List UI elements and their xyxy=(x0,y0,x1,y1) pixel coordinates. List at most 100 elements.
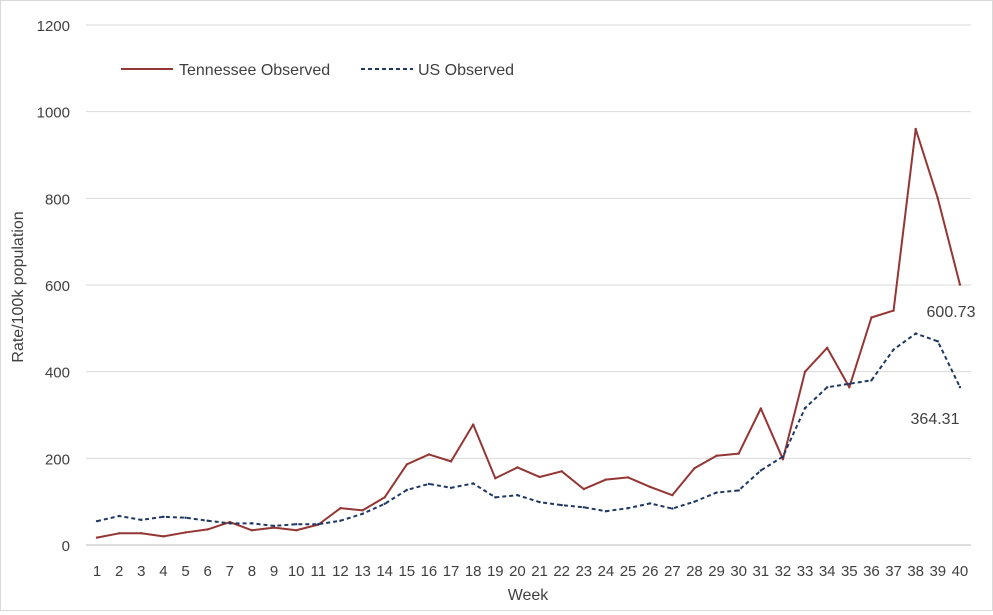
x-tick-label: 25 xyxy=(620,563,637,580)
legend: Tennessee Observed US Observed xyxy=(121,62,514,79)
data-point xyxy=(693,467,696,470)
data-point xyxy=(936,197,940,200)
data-point xyxy=(516,493,519,497)
x-tick-label: 33 xyxy=(797,563,814,580)
data-point xyxy=(471,423,475,426)
x-tick-label: 24 xyxy=(598,563,615,580)
data-point xyxy=(671,493,674,497)
y-tick-label: 200 xyxy=(45,451,70,468)
data-point xyxy=(870,316,873,319)
series-lines xyxy=(95,127,962,539)
data-point xyxy=(206,528,209,531)
data-point xyxy=(405,463,409,466)
x-tick-label: 40 xyxy=(952,563,969,580)
legend-label: Tennessee Observed xyxy=(179,62,330,79)
legend-item-us: US Observed xyxy=(361,62,514,79)
y-tick-label: 800 xyxy=(45,191,70,208)
x-tick-label: 26 xyxy=(642,563,659,580)
x-tick-label: 30 xyxy=(730,563,747,580)
data-point xyxy=(95,536,99,539)
x-tick-label: 37 xyxy=(885,563,902,580)
data-point xyxy=(781,458,785,461)
data-point xyxy=(162,535,165,538)
data-point xyxy=(582,487,586,491)
x-tick-label: 8 xyxy=(248,563,256,580)
data-point xyxy=(604,510,608,513)
x-tick-label: 16 xyxy=(421,563,438,580)
data-point xyxy=(117,514,121,518)
data-point xyxy=(848,382,851,385)
x-tick-label: 22 xyxy=(553,563,570,580)
y-tick-label: 1200 xyxy=(37,18,70,35)
data-point xyxy=(427,453,431,456)
data-point xyxy=(538,475,541,479)
data-point xyxy=(715,454,718,457)
data-point xyxy=(494,496,497,499)
data-point xyxy=(383,496,386,499)
legend-item-tennessee: Tennessee Observed xyxy=(121,62,330,79)
data-point xyxy=(206,519,209,522)
data-label-us-last: 364.31 xyxy=(911,411,960,428)
y-tick-label: 0 xyxy=(62,538,70,555)
y-tick-label: 1000 xyxy=(37,105,70,122)
gridlines xyxy=(86,24,971,546)
x-tick-label: 31 xyxy=(752,563,769,580)
data-point xyxy=(958,385,962,389)
data-point xyxy=(737,489,740,492)
data-point xyxy=(892,309,895,312)
x-tick-label: 11 xyxy=(311,563,327,580)
y-tick-label: 400 xyxy=(45,365,70,382)
data-point xyxy=(626,506,630,510)
data-point xyxy=(560,470,563,473)
data-point xyxy=(936,340,940,343)
x-tick-label: 35 xyxy=(841,563,858,580)
data-point xyxy=(117,532,121,535)
x-tick-label: 4 xyxy=(159,563,167,580)
series-line-tennessee xyxy=(96,128,961,539)
data-point xyxy=(449,486,453,489)
x-tick-label: 39 xyxy=(929,563,946,580)
x-tick-label: 3 xyxy=(137,563,145,580)
x-tick-label: 12 xyxy=(332,563,349,580)
x-tick-label: 1 xyxy=(93,563,101,580)
data-point xyxy=(626,476,630,479)
x-tick-label: 6 xyxy=(204,563,212,580)
series-line-us xyxy=(96,332,961,527)
data-point xyxy=(848,386,851,389)
data-point xyxy=(95,519,99,523)
data-point xyxy=(803,370,807,373)
data-point xyxy=(272,526,276,529)
data-label-tennessee-last: 600.73 xyxy=(927,304,976,321)
data-point xyxy=(648,485,652,489)
y-tick-label: 600 xyxy=(45,278,70,295)
data-point xyxy=(427,482,431,486)
data-point xyxy=(870,379,873,382)
data-point xyxy=(272,524,276,528)
x-tick-label: 7 xyxy=(226,563,234,580)
data-point xyxy=(958,283,962,286)
x-tick-label: 27 xyxy=(664,563,681,580)
x-tick-label: 23 xyxy=(575,563,592,580)
legend-label: US Observed xyxy=(418,62,514,79)
x-tick-label: 5 xyxy=(181,563,189,580)
x-tick-label: 17 xyxy=(443,563,460,580)
data-point xyxy=(560,503,563,507)
x-tick-label: 15 xyxy=(398,563,415,580)
x-tick-label: 36 xyxy=(863,563,880,580)
data-point xyxy=(184,516,187,519)
data-point xyxy=(250,529,254,532)
data-point xyxy=(184,531,187,534)
data-point xyxy=(516,466,519,469)
data-point xyxy=(693,500,696,503)
data-point xyxy=(914,127,917,131)
data-point xyxy=(759,407,763,410)
x-tick-label: 19 xyxy=(487,563,504,580)
data-point xyxy=(361,509,364,512)
data-point xyxy=(582,506,586,509)
data-point xyxy=(737,452,740,455)
data-point xyxy=(648,502,652,505)
x-tick-label: 21 xyxy=(531,563,548,580)
